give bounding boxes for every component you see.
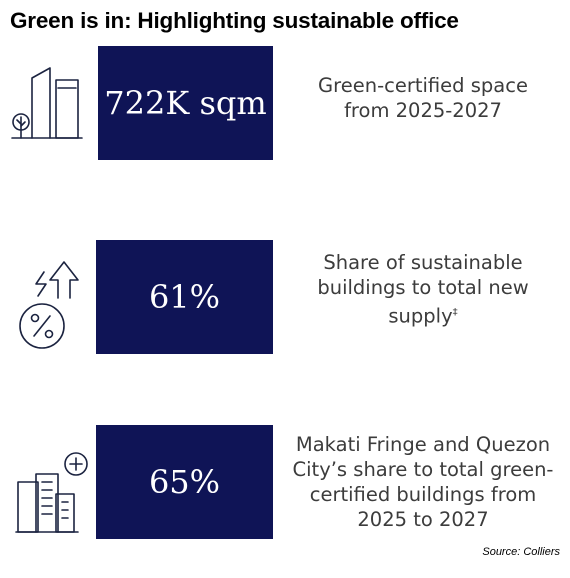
stat-description: Green-certified space from 2025-2027 xyxy=(318,74,528,122)
stat-description: Share of sustainable buildings to total … xyxy=(317,251,529,328)
source-note: Source: Colliers xyxy=(482,546,560,558)
stat-box-sustainable-share: 61% xyxy=(96,240,273,354)
stat-value: 65% xyxy=(148,463,221,501)
building-tree-icon xyxy=(11,67,83,139)
page-title: Green is in: Highlighting sustainable of… xyxy=(10,8,459,33)
stat-value: 61% xyxy=(148,278,221,316)
stat-box-fringe-share: 65% xyxy=(96,425,273,539)
percent-growth-icon xyxy=(19,261,79,349)
buildings-plus-icon xyxy=(15,452,88,533)
stat-value: 722K sqm xyxy=(104,84,267,122)
stat-description: Makati Fringe and Quezon City’s share to… xyxy=(292,433,554,531)
stat-box-green-space: 722K sqm xyxy=(98,46,273,160)
footnote-mark: ‡ xyxy=(452,307,458,318)
